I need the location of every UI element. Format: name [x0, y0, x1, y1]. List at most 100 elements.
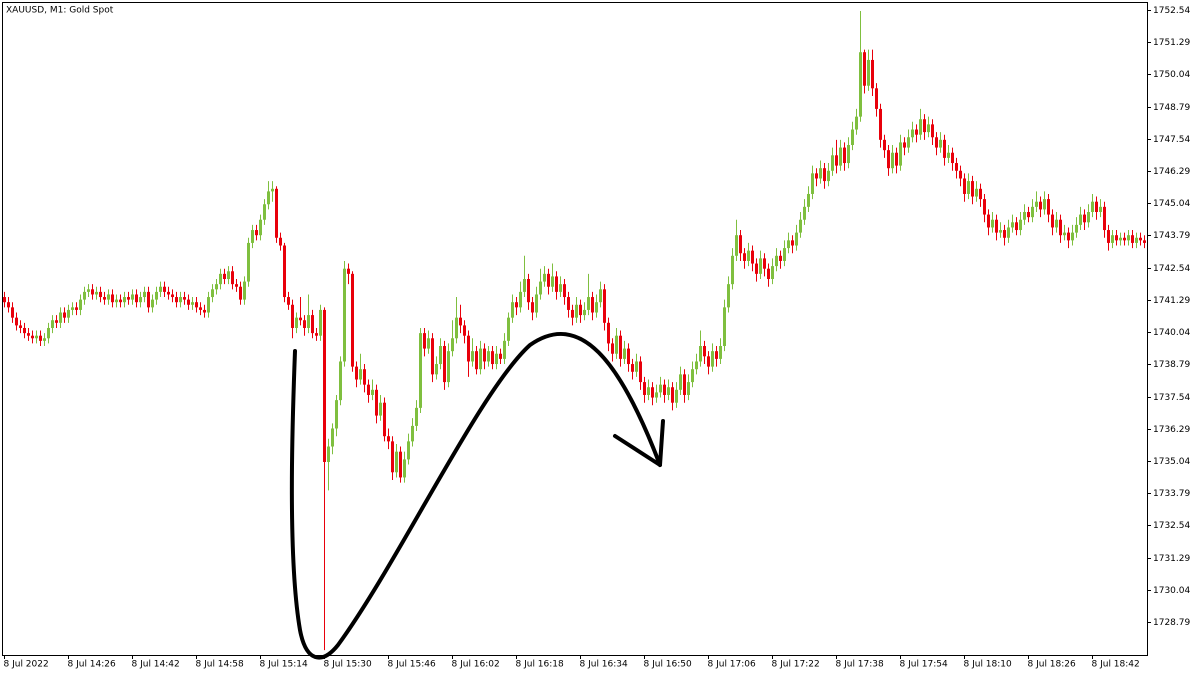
- candle-body: [19, 325, 22, 328]
- candle-body: [663, 384, 666, 395]
- candle-body: [175, 297, 178, 303]
- candle-body: [751, 250, 754, 264]
- candle-body: [263, 204, 266, 220]
- candle-body: [1111, 235, 1114, 243]
- candle-body: [1039, 201, 1042, 210]
- candle-body: [375, 389, 378, 416]
- candle-body: [719, 346, 722, 359]
- candle-body: [35, 335, 38, 339]
- candle-body: [711, 351, 714, 367]
- candle-body: [651, 387, 654, 398]
- plot-frame: [2, 2, 1148, 656]
- candle-body: [483, 348, 486, 362]
- candle-body: [883, 139, 886, 151]
- candle-body: [67, 309, 70, 318]
- candle-body: [439, 346, 442, 365]
- candle-body: [775, 255, 778, 267]
- candle-body: [271, 188, 274, 192]
- candle-body: [667, 387, 670, 395]
- x-tick-label: 8 Jul 18:26: [1028, 660, 1077, 670]
- candle-body: [331, 428, 334, 447]
- candle-body: [39, 335, 42, 341]
- candle-body: [499, 353, 502, 359]
- candle-body: [95, 291, 98, 295]
- y-tick-label: 1732.54: [1153, 521, 1190, 531]
- candle-body: [299, 317, 302, 321]
- candle-body: [935, 137, 938, 148]
- candle-body: [755, 263, 758, 274]
- candle-body: [207, 297, 210, 313]
- candle-body: [627, 348, 630, 365]
- candle-body: [127, 297, 130, 300]
- x-tick-label: 8 Jul 14:26: [68, 660, 117, 670]
- candle-body: [543, 273, 546, 282]
- candle-body: [75, 307, 78, 310]
- candle-body: [871, 59, 874, 89]
- candle-body: [387, 436, 390, 442]
- candle-body: [419, 333, 422, 408]
- candle-body: [843, 147, 846, 164]
- y-tick-label: 1748.79: [1153, 103, 1190, 113]
- candle-body: [747, 250, 750, 261]
- candle-body: [223, 273, 226, 280]
- candle-body: [599, 289, 602, 303]
- candle-body: [431, 338, 434, 375]
- candle-body: [515, 302, 518, 308]
- candle-body: [31, 335, 34, 339]
- candle-body: [607, 322, 610, 344]
- candle-body: [915, 129, 918, 135]
- candle-body: [159, 286, 162, 292]
- candle-body: [983, 199, 986, 215]
- candle-body: [479, 348, 482, 370]
- candle-body: [391, 441, 394, 473]
- x-tick-label: 8 Jul 16:18: [516, 660, 565, 670]
- candle-body: [1003, 230, 1006, 238]
- candle-body: [395, 451, 398, 473]
- candle-body: [1063, 232, 1066, 236]
- candle-body: [487, 351, 490, 362]
- candle-body: [319, 309, 322, 336]
- candle-body: [99, 291, 102, 298]
- candle-body: [91, 289, 94, 295]
- candle-body: [1099, 206, 1102, 213]
- candle-body: [1123, 237, 1126, 241]
- candle-body: [411, 425, 414, 442]
- candle-body: [1107, 230, 1110, 243]
- candle-body: [1047, 199, 1050, 215]
- candle-body: [731, 255, 734, 285]
- candle-body: [403, 459, 406, 478]
- candle-body: [1083, 214, 1086, 223]
- candle-body: [247, 242, 250, 282]
- candle-body: [423, 333, 426, 349]
- candle-body: [283, 245, 286, 298]
- candle-body: [343, 268, 346, 362]
- candle-body: [399, 451, 402, 478]
- candle-body: [451, 338, 454, 352]
- candle-body: [107, 294, 110, 300]
- candle-body: [447, 351, 450, 383]
- candle-body: [559, 284, 562, 292]
- candle-body: [359, 369, 362, 380]
- candle-body: [867, 59, 870, 86]
- candle-body: [367, 384, 370, 395]
- candle-body: [787, 240, 790, 249]
- candle-body: [1027, 212, 1030, 218]
- candle-body: [115, 299, 118, 303]
- candle-body: [383, 402, 386, 437]
- candle-body: [639, 361, 642, 383]
- candle-body: [795, 232, 798, 246]
- candle-body: [151, 299, 154, 308]
- candle-body: [335, 400, 338, 429]
- candle-body: [987, 214, 990, 228]
- candle-body: [955, 163, 958, 171]
- y-tick-label: 1740.04: [1153, 328, 1190, 338]
- candle-body: [1031, 206, 1034, 218]
- candle-body: [847, 144, 850, 164]
- candle-body: [979, 188, 982, 200]
- candle-body: [215, 284, 218, 290]
- y-tick-label: 1735.04: [1153, 457, 1190, 467]
- candle-body: [475, 351, 478, 370]
- candle-body: [339, 361, 342, 401]
- candle-body: [827, 170, 830, 182]
